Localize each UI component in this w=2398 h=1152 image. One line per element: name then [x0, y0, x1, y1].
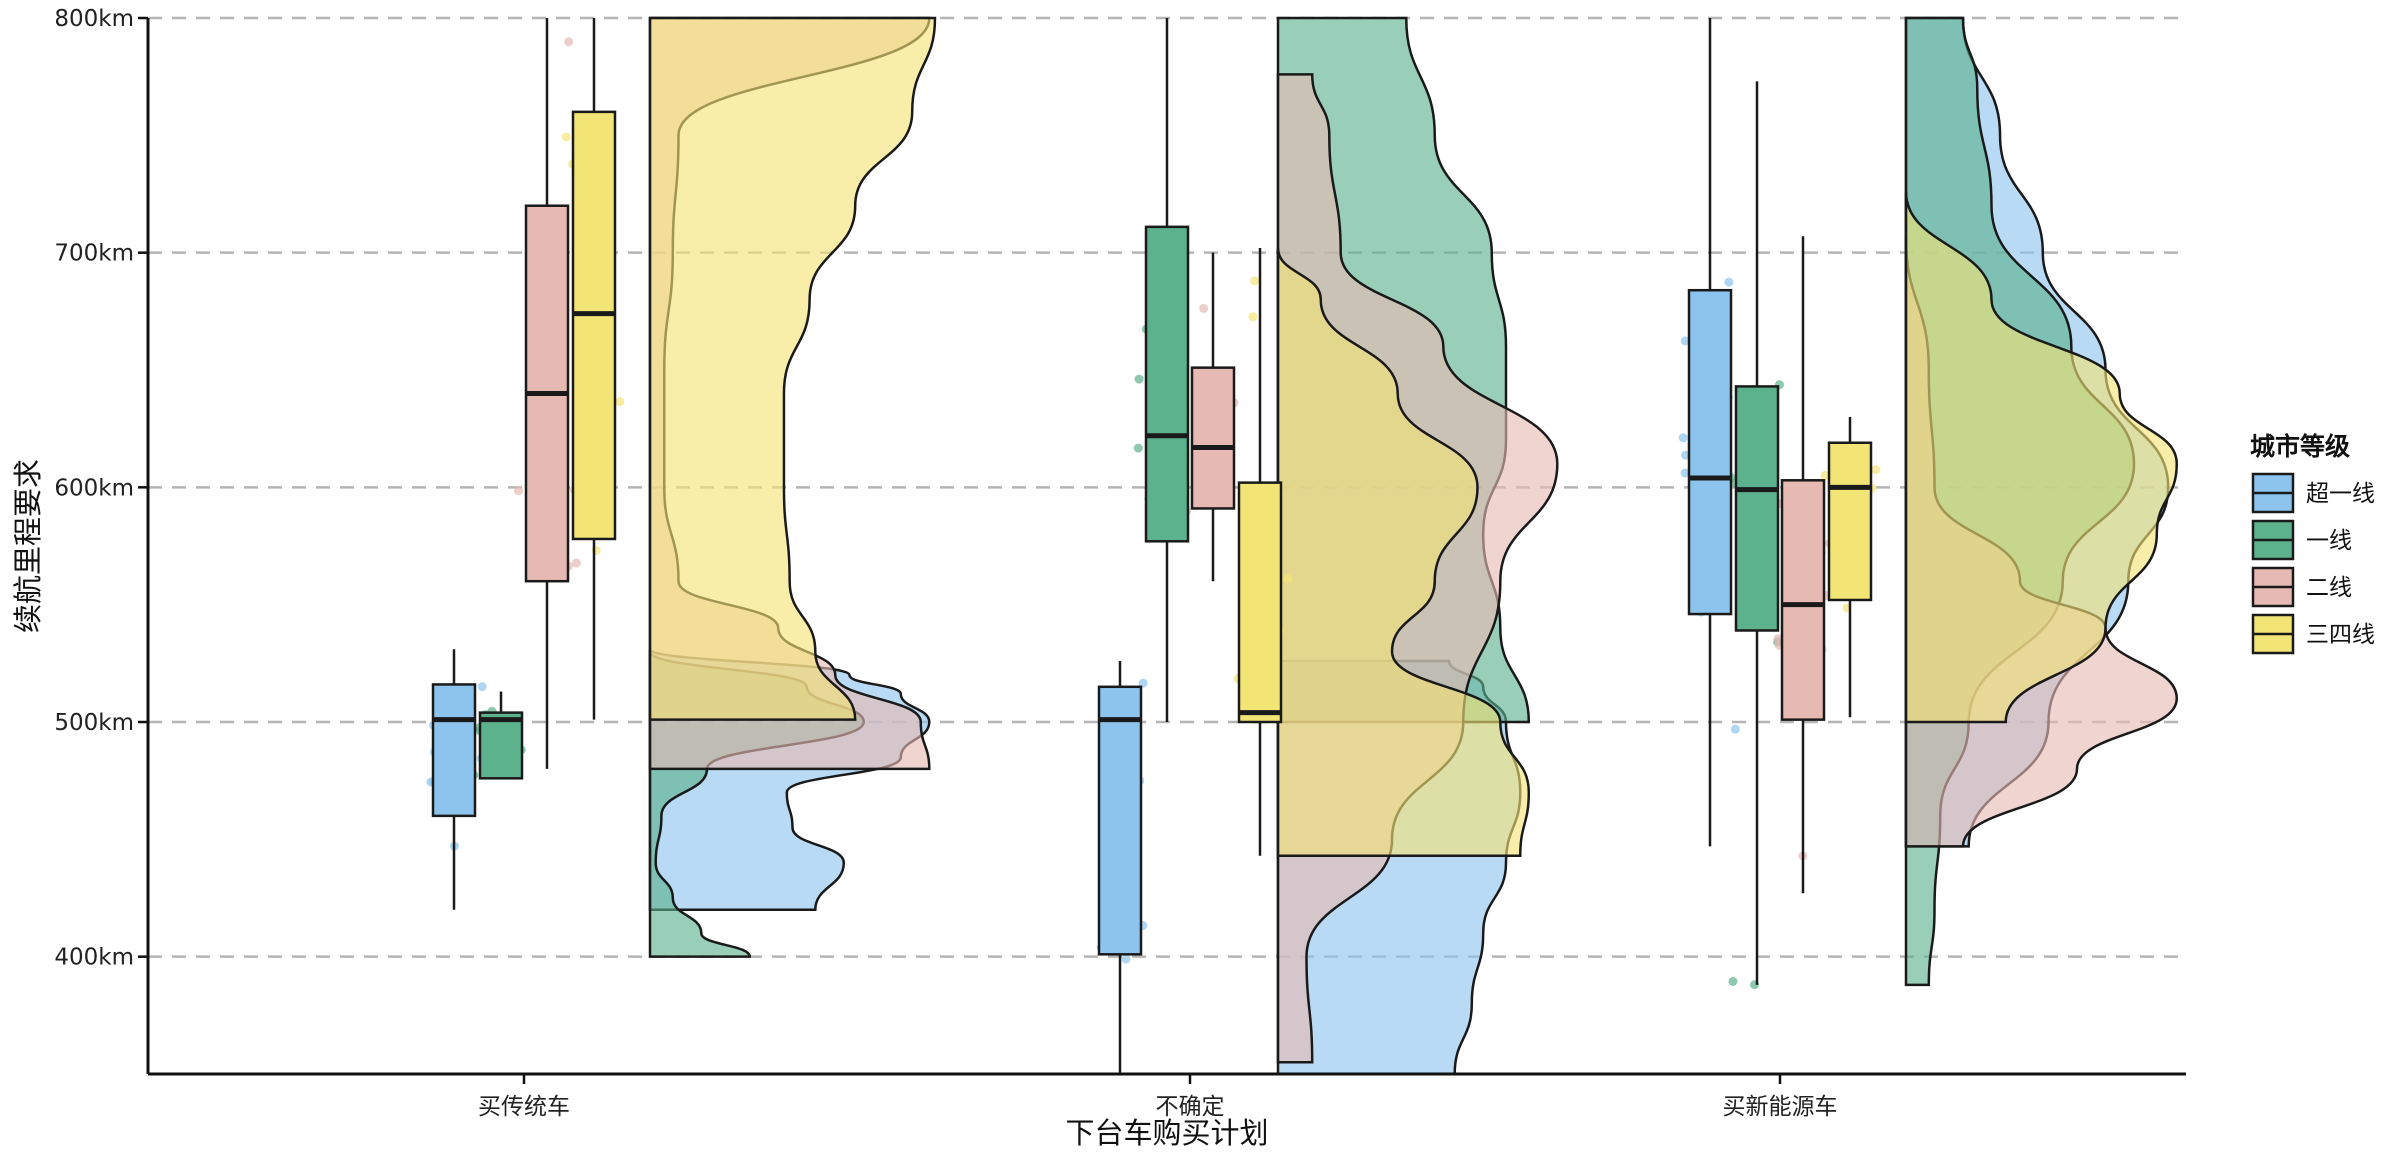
box [1827, 441, 1873, 602]
data-point [1133, 443, 1143, 453]
data-point [513, 486, 523, 496]
x-tick-label: 不确定 [1156, 1094, 1225, 1120]
box [1237, 481, 1283, 724]
axes [146, 18, 2186, 1076]
x-tick-label: 买新能源车 [1723, 1094, 1838, 1120]
legend-label: 三四线 [2306, 622, 2375, 648]
y-tick-label: 500km [54, 710, 134, 736]
data-point [1134, 374, 1144, 384]
data-point [561, 132, 571, 142]
legend-label: 一线 [2306, 528, 2352, 554]
legend-label: 超一线 [2306, 481, 2375, 507]
data-point [1680, 336, 1690, 346]
data-point [571, 558, 581, 568]
density-cloud [1904, 191, 2179, 724]
data-point [1199, 303, 1209, 313]
legend-label: 二线 [2306, 575, 2352, 601]
x-tick-labels: 买传统车 不确定 买新能源车 [478, 1074, 1838, 1120]
y-tick-label: 800km [54, 6, 134, 32]
density-clouds [648, 16, 2179, 1076]
box [1144, 225, 1190, 543]
box [1734, 385, 1780, 632]
data-point [1121, 954, 1131, 964]
data-point [1728, 976, 1738, 986]
y-axis-title: 续航里程要求 [11, 459, 45, 633]
box [1097, 685, 1143, 956]
data-point [1724, 277, 1734, 287]
box-plots [431, 18, 1873, 1074]
y-tick-label: 600km [54, 475, 134, 501]
data-point [1248, 312, 1258, 322]
legend-title: 城市等级 [2250, 432, 2350, 461]
data-point [1680, 468, 1690, 478]
y-tick-labels: 400km 500km 600km 700km 800km [54, 6, 148, 971]
box [431, 683, 477, 818]
box [571, 110, 617, 541]
y-tick-label: 700km [54, 241, 134, 267]
data-point [1871, 465, 1881, 475]
density-cloud [648, 16, 937, 721]
data-point [1820, 470, 1830, 480]
box [478, 711, 524, 780]
data-point [1678, 433, 1688, 443]
data-point [1730, 724, 1740, 734]
x-tick-label: 买传统车 [478, 1094, 570, 1120]
box [1780, 479, 1826, 721]
data-point [615, 397, 625, 407]
data-point [1250, 276, 1260, 286]
data-point [477, 682, 487, 692]
box [1190, 366, 1236, 510]
data-point [1283, 574, 1293, 584]
data-point [564, 37, 574, 47]
data-point [1138, 678, 1148, 688]
density-cloud [1276, 247, 1531, 858]
x-axis-title: 下台车购买计划 [1065, 1116, 1268, 1150]
box [1687, 288, 1733, 616]
y-tick-label: 400km [54, 945, 134, 971]
